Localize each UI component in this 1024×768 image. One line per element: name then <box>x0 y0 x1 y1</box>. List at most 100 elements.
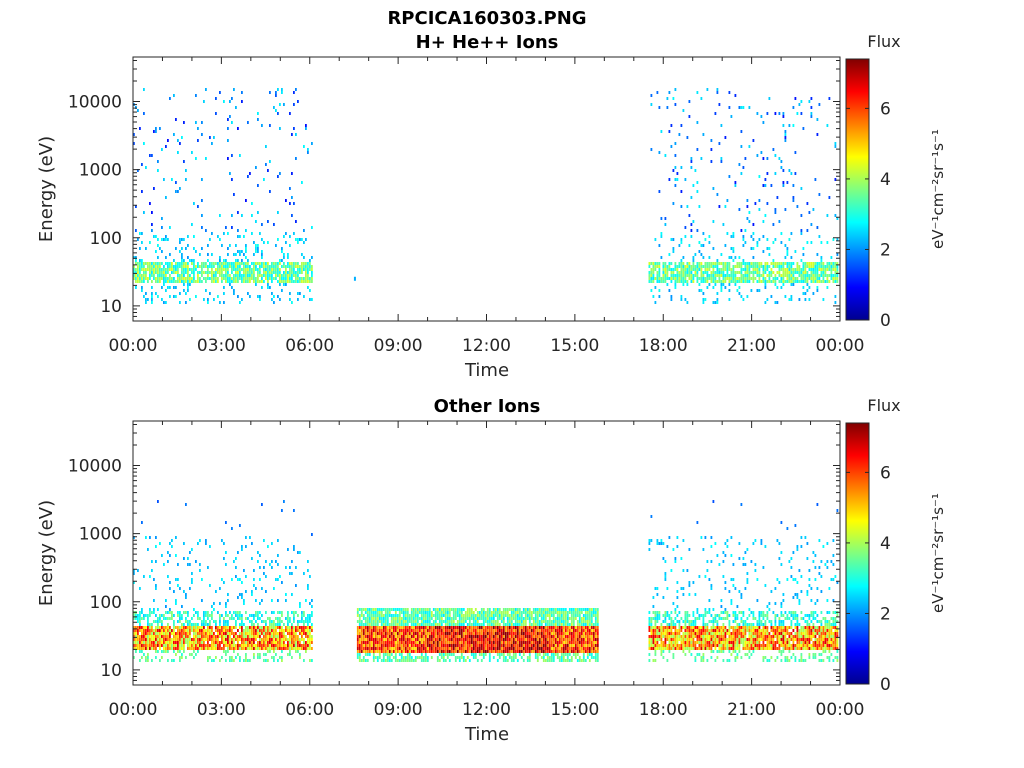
heatmap-cell <box>450 644 453 647</box>
heatmap-cell <box>145 629 147 632</box>
heatmap-cell <box>818 268 821 271</box>
heatmap-cell <box>540 623 543 626</box>
heatmap-cell <box>139 620 141 623</box>
heatmap-cell <box>522 659 525 662</box>
heatmap-cell <box>139 271 141 274</box>
heatmap-cell <box>708 265 711 268</box>
x-tick-label: 00:00 <box>816 336 865 356</box>
heatmap-cell <box>566 635 569 638</box>
heatmap-cell <box>418 647 421 650</box>
heatmap-cell <box>530 626 533 629</box>
heatmap-cell <box>165 280 167 283</box>
heatmap-cell <box>360 644 363 647</box>
heatmap-cell <box>772 262 775 265</box>
heatmap-cell <box>440 644 443 647</box>
heatmap-cell <box>247 659 249 662</box>
heatmap-cell <box>243 659 245 662</box>
heatmap-cell <box>572 617 575 620</box>
heatmap-cell <box>438 614 441 617</box>
heatmap-cell <box>768 97 771 100</box>
heatmap-cell <box>187 271 189 274</box>
heatmap-cell <box>364 617 367 620</box>
heatmap-cell <box>193 277 195 280</box>
heatmap-cell <box>512 614 515 617</box>
heatmap-cell <box>303 611 305 614</box>
heatmap-cell <box>237 277 239 280</box>
heatmap-cell <box>183 626 185 629</box>
heatmap-cell <box>137 169 139 172</box>
heatmap-cell <box>167 139 169 142</box>
heatmap-cell <box>239 656 241 659</box>
heatmap-cell <box>774 262 777 265</box>
heatmap-cell <box>374 620 377 623</box>
heatmap-cell <box>816 271 819 274</box>
heatmap-cell <box>514 611 517 614</box>
heatmap-cell <box>514 656 517 659</box>
heatmap-cell <box>173 265 175 268</box>
heatmap-cell <box>287 277 289 280</box>
heatmap-cell <box>454 656 457 659</box>
heatmap-cell <box>510 647 513 650</box>
heatmap-cell <box>171 659 173 662</box>
heatmap-cell <box>492 647 495 650</box>
heatmap-cell <box>670 280 673 283</box>
heatmap-cell <box>165 274 167 277</box>
heatmap-cell <box>193 247 195 250</box>
heatmap-cell <box>151 569 153 572</box>
heatmap-cell <box>460 650 463 653</box>
heatmap-cell <box>740 106 743 109</box>
heatmap-cell <box>143 647 145 650</box>
heatmap-cell <box>165 632 167 635</box>
heatmap-cell <box>309 659 311 662</box>
heatmap-cell <box>171 178 173 181</box>
heatmap-cell <box>223 292 225 295</box>
heatmap-cell <box>836 253 839 256</box>
heatmap-cell <box>794 172 797 175</box>
heatmap-cell <box>301 268 303 271</box>
heatmap-cell <box>161 623 163 626</box>
heatmap-cell <box>670 262 673 265</box>
heatmap-cell <box>241 100 243 103</box>
heatmap-cell <box>247 638 249 641</box>
heatmap-cell <box>173 259 175 262</box>
heatmap-cell <box>311 599 313 602</box>
heatmap-cell <box>524 620 527 623</box>
heatmap-cell <box>271 265 273 268</box>
heatmap-cell <box>356 650 359 653</box>
heatmap-cell <box>362 608 365 611</box>
heatmap-cell <box>686 136 689 139</box>
heatmap-cell <box>724 205 727 208</box>
heatmap-cell <box>806 241 809 244</box>
heatmap-cell <box>658 271 661 274</box>
heatmap-cell <box>740 277 743 280</box>
heatmap-cell <box>285 617 287 620</box>
heatmap-cell <box>227 638 229 641</box>
heatmap-cell <box>474 614 477 617</box>
heatmap-cell <box>159 644 161 647</box>
heatmap-cell <box>289 271 291 274</box>
heatmap-cell <box>199 629 201 632</box>
heatmap-cell <box>684 277 687 280</box>
heatmap-cell <box>540 641 543 644</box>
heatmap-cell <box>494 608 497 611</box>
heatmap-cell <box>299 602 301 605</box>
heatmap-cell <box>510 656 513 659</box>
heatmap-cell <box>295 265 297 268</box>
heatmap-cell <box>532 638 535 641</box>
heatmap-cell <box>293 274 295 277</box>
heatmap-cell <box>544 641 547 644</box>
heatmap-cell <box>718 268 721 271</box>
heatmap-cell <box>225 635 227 638</box>
heatmap-cell <box>366 635 369 638</box>
heatmap-cell <box>311 274 313 277</box>
heatmap-cell <box>253 632 255 635</box>
heatmap-cell <box>672 202 675 205</box>
heatmap-cell <box>183 265 185 268</box>
heatmap-cell <box>652 295 655 298</box>
heatmap-cell <box>245 229 247 232</box>
heatmap-cell <box>758 274 761 277</box>
heatmap-cell <box>652 277 655 280</box>
heatmap-cell <box>716 193 719 196</box>
heatmap-cell <box>456 614 459 617</box>
heatmap-cell <box>534 617 537 620</box>
